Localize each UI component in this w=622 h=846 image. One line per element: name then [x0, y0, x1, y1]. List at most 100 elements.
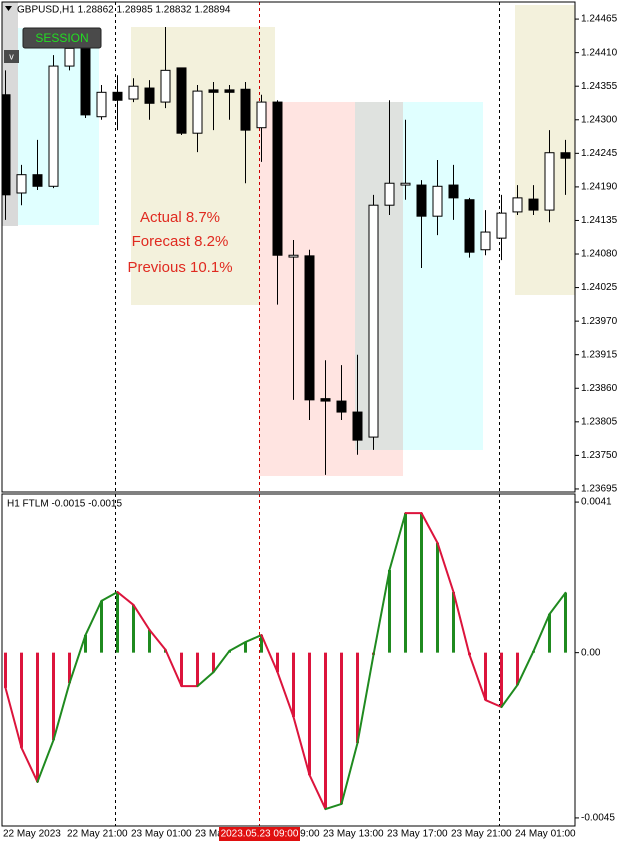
histogram-bar — [84, 635, 87, 653]
x-tick-label: 23 May 21:00 — [451, 829, 512, 840]
y-tick-label: 1.23750 — [581, 450, 618, 461]
oscillator-segment — [372, 569, 391, 656]
y-tick-label: 1.24190 — [581, 182, 618, 193]
candle-body — [480, 231, 491, 251]
price-frame — [1, 1, 576, 493]
candle-body — [320, 398, 331, 402]
candle-body — [400, 182, 411, 186]
x-tick-label: 23 May 13:00 — [323, 829, 384, 840]
oscillator-segment — [532, 613, 551, 653]
oscillator-segment — [228, 641, 247, 652]
oscillator-segment — [132, 603, 151, 631]
candle-body — [16, 174, 27, 194]
y-tick-label: 1.24245 — [581, 148, 618, 159]
annotation: Actual 8.7% — [140, 209, 220, 226]
histogram-bar — [276, 652, 279, 673]
histogram-bar — [212, 652, 215, 673]
histogram-bar — [324, 652, 327, 810]
session-boxes — [2, 2, 575, 476]
candle-body — [496, 212, 507, 239]
histogram-bar — [180, 652, 183, 687]
oscillator-segment — [68, 634, 87, 685]
histogram-bar — [516, 652, 519, 685]
x-tick-label: 24 May 01:00 — [515, 829, 576, 840]
separators — [115, 2, 500, 826]
histogram-bar — [116, 592, 119, 653]
session-box — [355, 102, 403, 450]
indicator-title: H1 FTLM -0.0015 -0.0015 — [7, 499, 122, 510]
candle-body — [224, 89, 235, 93]
candle-body — [432, 185, 443, 217]
histogram-bar — [4, 652, 7, 688]
oscillator-segment — [436, 541, 455, 594]
session-box — [131, 27, 275, 305]
histogram-bar — [420, 513, 423, 653]
histogram-bar — [340, 652, 343, 804]
oscillator-segment — [276, 671, 295, 718]
oscillator-segment — [500, 683, 519, 709]
header-arrow — [5, 6, 12, 11]
y-tick-label: 1.24080 — [581, 249, 618, 260]
oscillator-segment — [260, 634, 279, 674]
oscillator-segment — [308, 773, 327, 811]
candle-body — [544, 152, 555, 211]
candle-body — [256, 101, 267, 129]
y-tick-label: 1.23970 — [581, 316, 618, 327]
histogram-bar — [52, 652, 55, 741]
candle-body — [240, 88, 251, 131]
x-tick-label: 22 May 2023 — [3, 829, 61, 840]
histogram-bar — [148, 629, 151, 653]
toggle-button-label[interactable]: v — [9, 51, 14, 61]
oscillator-segment — [548, 591, 567, 616]
candle-body — [512, 197, 523, 213]
histogram-bar — [260, 635, 263, 653]
histogram-bar — [356, 652, 359, 743]
candle-body — [352, 411, 363, 441]
axes: 1.24465 1.24410 1.24355 1.24300 1.24245 1.241… — [3, 14, 618, 841]
x-tick-label: 23 May 17:00 — [387, 829, 448, 840]
candle-body — [336, 400, 347, 413]
oscillator-segment — [516, 650, 535, 686]
candle-body — [368, 204, 379, 438]
y-tick-label: 1.24410 — [581, 47, 618, 58]
candle-body — [32, 174, 43, 187]
y-tick-label: 1.24025 — [581, 282, 618, 293]
indicator-panel — [4, 512, 567, 811]
candle-body — [416, 184, 427, 217]
toggle-button[interactable] — [4, 50, 19, 63]
candle-body — [192, 90, 203, 134]
histogram-bar — [404, 513, 407, 653]
session-button[interactable] — [22, 27, 102, 49]
candle-body — [48, 65, 59, 187]
y-tick-label: 1.24465 — [581, 14, 618, 25]
candle-body — [528, 198, 539, 211]
oscillator-segment — [420, 512, 439, 544]
session-button-label[interactable]: SESSION — [35, 31, 88, 45]
histogram-bar — [436, 542, 439, 653]
crosshair-label: 2023.05.23 09:00 — [221, 829, 299, 840]
oscillator-segment — [116, 591, 135, 606]
y-tick-label: 0.00 — [581, 647, 601, 658]
y-tick-label: 1.24135 — [581, 215, 618, 226]
histogram-bar — [196, 652, 199, 687]
oscillator-segment — [212, 649, 231, 674]
candle-body — [272, 101, 283, 256]
oscillator-segment — [468, 653, 487, 702]
candle-body — [288, 254, 299, 258]
candle-body — [304, 255, 315, 401]
candle-body — [160, 69, 171, 103]
x-tick-label: 22 May 21:00 — [67, 829, 128, 840]
oscillator-segment — [100, 591, 119, 602]
candle-body — [80, 47, 91, 116]
histogram-bar — [500, 652, 503, 708]
candle-body — [128, 85, 139, 100]
y-tick-label: 1.23695 — [581, 484, 618, 495]
annotation: Forecast 8.2% — [132, 233, 229, 250]
oscillator-segment — [356, 653, 375, 744]
x-tick-label: 23 May 01:00 — [131, 829, 192, 840]
candle-body — [96, 91, 107, 118]
candle-body — [64, 47, 75, 67]
oscillator-segment — [292, 715, 311, 776]
y-tick-label: 1.24300 — [581, 114, 618, 125]
histogram-bar — [132, 604, 135, 653]
